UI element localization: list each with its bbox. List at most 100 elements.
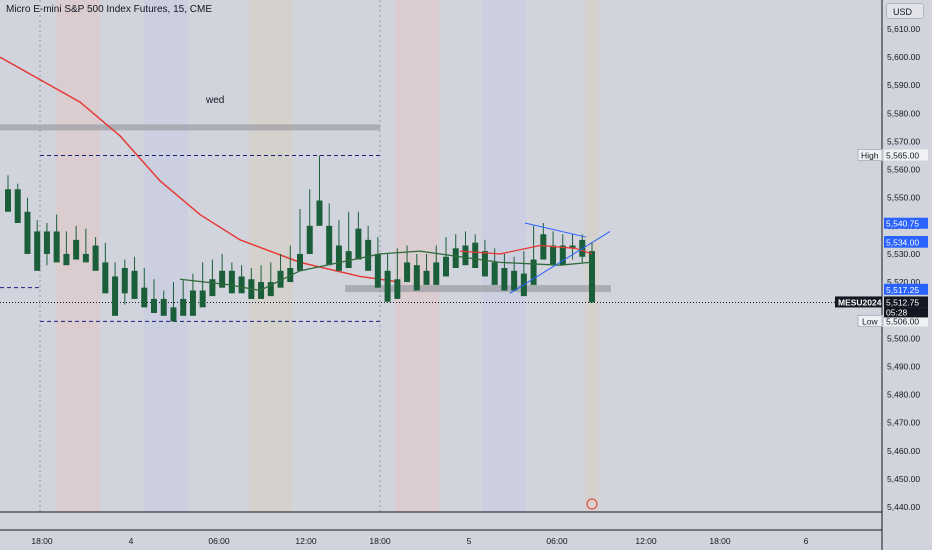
price-axis-bg xyxy=(882,0,932,550)
candle-body xyxy=(180,298,187,316)
price-tick-label: 5,470.00 xyxy=(887,418,920,428)
candle-body xyxy=(335,245,342,271)
price-tag-bg xyxy=(884,217,928,229)
candle-body xyxy=(384,270,391,302)
candle-body xyxy=(306,225,313,254)
moving-average-red xyxy=(0,56,401,283)
session-band-2 xyxy=(249,0,293,512)
candle-body xyxy=(501,268,508,291)
candle-body xyxy=(452,248,459,268)
candle-body xyxy=(413,265,420,291)
price-tick-label: 5,570.00 xyxy=(887,136,920,146)
candle-body xyxy=(443,256,449,277)
time-tick-label: 4 xyxy=(129,536,134,546)
low-tag: Low xyxy=(862,316,878,326)
price-tick-label: 5,490.00 xyxy=(887,361,920,371)
price-tick-label: 5,560.00 xyxy=(887,165,920,175)
candle-body xyxy=(481,251,488,277)
candle-body xyxy=(63,253,70,266)
candle-body xyxy=(374,253,381,288)
candle-body xyxy=(404,262,411,283)
price-tick-label: 5,460.00 xyxy=(887,446,920,456)
candle-body xyxy=(345,251,352,268)
candle-body xyxy=(24,211,31,254)
candle-body xyxy=(112,276,119,316)
price-tick-label: 5,480.00 xyxy=(887,390,920,400)
price-tag-bg xyxy=(884,149,928,161)
candle-body xyxy=(131,270,138,299)
high-tag: High xyxy=(861,151,879,161)
candle-body xyxy=(141,287,148,308)
high-tag-bg xyxy=(857,149,883,162)
price-tick-label: 5,530.00 xyxy=(887,249,920,259)
chart-title: Micro E-mini S&P 500 Index Futures, 15, … xyxy=(6,4,213,15)
candle-body xyxy=(472,242,479,268)
candle-body xyxy=(14,189,21,224)
candle-body xyxy=(540,234,547,260)
session-label: wed xyxy=(205,95,224,106)
candle-body xyxy=(569,245,576,249)
price-tag-label: 5,512.75 xyxy=(886,297,919,307)
price-tag-bg xyxy=(884,296,928,308)
candle-body xyxy=(5,189,11,212)
time-tick-label: 06:00 xyxy=(546,536,568,546)
candle-body xyxy=(53,231,60,263)
candle-body xyxy=(189,290,196,316)
price-tag-label: 5,534.00 xyxy=(886,238,919,248)
price-tick-label: 5,520.00 xyxy=(887,277,920,287)
candle-body xyxy=(73,239,80,260)
candle-body xyxy=(423,270,430,285)
time-tick-label: 6 xyxy=(804,536,809,546)
session-band-1 xyxy=(144,0,188,512)
candle-body xyxy=(491,262,498,285)
currency-button[interactable]: USD xyxy=(886,3,924,19)
candle-body xyxy=(199,290,206,308)
candle-body xyxy=(297,253,303,271)
candle-body xyxy=(102,262,109,294)
candle-body xyxy=(462,245,469,266)
candle-body xyxy=(589,251,595,303)
price-tick-label: 5,600.00 xyxy=(887,52,920,62)
price-tick-label: 5,440.00 xyxy=(887,502,920,512)
candle-body xyxy=(121,268,128,294)
price-tag-bg xyxy=(884,236,928,248)
symbol-tag: MESU2024 xyxy=(838,297,882,307)
price-tick-label: 5,500.00 xyxy=(887,333,920,343)
price-tag-bg xyxy=(884,315,928,327)
candle-body xyxy=(34,231,41,271)
price-tag-label: 5,506.00 xyxy=(886,316,919,326)
low-tag-bg xyxy=(857,314,883,327)
price-tick-label: 5,550.00 xyxy=(887,193,920,203)
countdown-bg xyxy=(884,307,928,318)
time-tick-label: 5 xyxy=(467,536,472,546)
price-tick-label: 5,590.00 xyxy=(887,80,920,90)
candle-body xyxy=(219,270,226,288)
candle-body xyxy=(170,307,177,322)
candle-body xyxy=(550,245,557,266)
time-tick-label: 12:00 xyxy=(635,536,657,546)
candle-body xyxy=(433,262,440,285)
candle-body xyxy=(559,245,566,266)
alert-clock-icon xyxy=(586,498,598,510)
candle-body xyxy=(238,276,245,294)
price-tag-label: 5,565.00 xyxy=(886,151,919,161)
candle-body xyxy=(160,298,167,316)
price-tag-label: 5,540.75 xyxy=(886,219,919,229)
time-tick-label: 06:00 xyxy=(208,536,230,546)
candle-body xyxy=(530,259,537,285)
time-tick-label: 18:00 xyxy=(369,536,391,546)
moving-average-red-late xyxy=(459,244,593,255)
support-zone xyxy=(345,285,611,293)
candle-body xyxy=(326,225,333,266)
trendline-upper xyxy=(524,222,587,238)
time-tick-label: 18:00 xyxy=(709,536,731,546)
time-tick-label: 18:00 xyxy=(31,536,53,546)
candle-body xyxy=(151,298,157,313)
candle-body xyxy=(209,279,216,297)
moving-average-green xyxy=(179,250,591,292)
price-tag-label: 5,517.25 xyxy=(886,285,919,295)
candle-body xyxy=(277,270,284,288)
candle-body xyxy=(511,270,518,291)
